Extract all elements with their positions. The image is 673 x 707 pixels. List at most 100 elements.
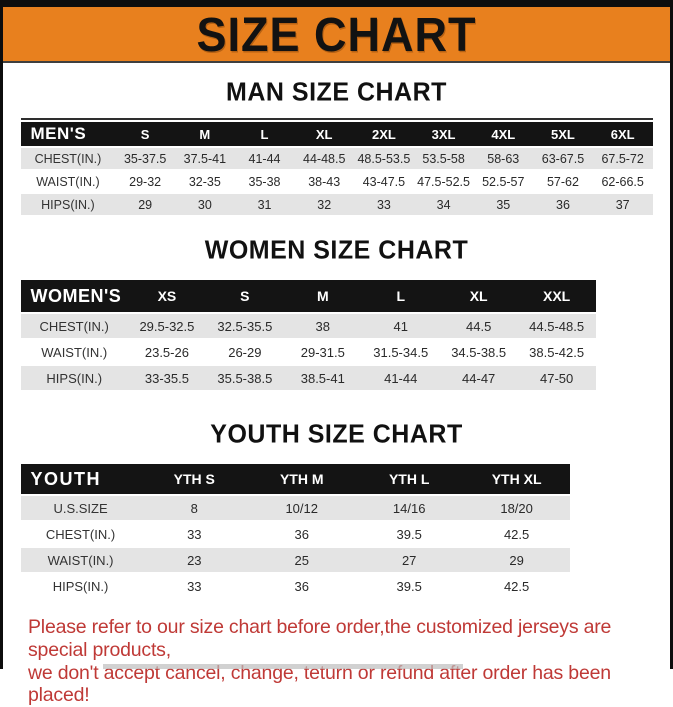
youth-section-heading: YOUTH SIZE CHART [210, 419, 463, 449]
table-cell: 47-50 [517, 366, 596, 390]
table-cell: 44.5 [439, 314, 518, 338]
column-header: 3XL [413, 122, 474, 146]
table-row: CHEST(IN.) 35-37.5 37.5-41 41-44 44-48.5 48.5… [20, 148, 653, 169]
column-header: 5XL [533, 122, 593, 146]
table-header-row: YOUTH YTH S YTH M YTH L YTH XL [20, 464, 653, 494]
table-cell: 18/20 [462, 496, 571, 520]
column-header: YTH XL [462, 464, 571, 494]
table-row: WAIST(IN.) 29-32 32-35 35-38 38-43 43-47.5 47.… [20, 171, 653, 192]
column-header: 2XL [354, 122, 414, 146]
column-header: XXL [517, 280, 596, 312]
table-cell: 31.5-34.5 [361, 340, 440, 364]
header-spacer-cell [596, 280, 653, 312]
table-row: HIPS(IN.) 33 36 39.5 42.5 [20, 574, 653, 598]
table-cell: 37.5-41 [174, 148, 235, 169]
table-cell: 42.5 [462, 574, 571, 598]
table-cell: 29.5-32.5 [127, 314, 206, 338]
row-label: CHEST(IN.) [20, 148, 116, 169]
table-header-label: WOMEN'S [20, 280, 128, 312]
table-cell: 62-66.5 [592, 171, 653, 192]
column-header: S [115, 122, 175, 146]
table-row: CHEST(IN.) 29.5-32.5 32.5-35.5 38 41 44.5 44.5… [20, 314, 653, 338]
table-cell: 33-35.5 [127, 366, 206, 390]
table-cell: 30 [174, 194, 235, 215]
column-header: YTH S [140, 464, 249, 494]
table-cell: 52.5-57 [473, 171, 534, 192]
table-cell: 32-35 [174, 171, 235, 192]
row-label: HIPS(IN.) [20, 194, 116, 215]
row-label: CHEST(IN.) [20, 314, 128, 338]
table-cell: 36 [248, 574, 356, 598]
column-header: XL [439, 280, 518, 312]
column-header: 6XL [592, 122, 653, 146]
table-cell: 31 [234, 194, 295, 215]
column-header: M [174, 122, 235, 146]
table-cell: 34.5-38.5 [439, 340, 518, 364]
table-cell: 41-44 [234, 148, 295, 169]
row-spacer-cell [570, 522, 652, 546]
column-header: M [283, 280, 362, 312]
table-cell: 23 [140, 548, 249, 572]
table-row: WAIST(IN.) 23.5-26 26-29 29-31.5 31.5-34.5 34… [20, 340, 653, 364]
table-cell: 29 [115, 194, 175, 215]
table-row: CHEST(IN.) 33 36 39.5 42.5 [20, 522, 653, 546]
row-spacer-cell [596, 340, 653, 364]
table-cell: 38.5-42.5 [517, 340, 596, 364]
table-cell: 39.5 [355, 522, 463, 546]
table-cell: 44.5-48.5 [517, 314, 596, 338]
table-header-label: MEN'S [20, 122, 116, 146]
top-border-strip [3, 0, 670, 7]
column-header: L [361, 280, 440, 312]
table-cell: 36 [248, 522, 356, 546]
table-cell: 29-31.5 [283, 340, 362, 364]
table-cell: 48.5-53.5 [354, 148, 414, 169]
table-cell: 33 [354, 194, 414, 215]
row-spacer-cell [570, 496, 652, 520]
section-women: WOMEN SIZE CHART WOMEN'S XS S M L XL XXL CHEST(… [3, 235, 670, 392]
section-men: MAN SIZE CHART MEN'S S M L XL 2XL 3XL 4XL 5XL 6XL… [3, 77, 670, 217]
table-cell: 35 [473, 194, 534, 215]
table-cell: 29-32 [115, 171, 175, 192]
table-cell: 25 [248, 548, 356, 572]
table-cell: 41 [361, 314, 440, 338]
table-cell: 57-62 [533, 171, 593, 192]
row-label: WAIST(IN.) [20, 548, 141, 572]
table-header-row: MEN'S S M L XL 2XL 3XL 4XL 5XL 6XL [20, 122, 653, 146]
table-cell: 44-47 [439, 366, 518, 390]
table-cell: 35-38 [234, 171, 295, 192]
table-cell: 29 [462, 548, 571, 572]
table-cell: 42.5 [462, 522, 571, 546]
table-cell: 67.5-72 [592, 148, 653, 169]
table-cell: 44-48.5 [294, 148, 355, 169]
table-cell: 14/16 [355, 496, 463, 520]
men-size-table: MEN'S S M L XL 2XL 3XL 4XL 5XL 6XL CHEST(IN.) 35-37… [20, 118, 653, 217]
disclaimer-line-1: Please refer to our size chart before or… [28, 616, 612, 661]
table-cell: 47.5-52.5 [413, 171, 474, 192]
content: MAN SIZE CHART MEN'S S M L XL 2XL 3XL 4XL 5XL 6XL… [3, 77, 670, 707]
table-cell: 38 [283, 314, 362, 338]
row-label: CHEST(IN.) [20, 522, 141, 546]
table-header-label: YOUTH [20, 464, 141, 494]
column-header: YTH M [248, 464, 356, 494]
table-cell: 53.5-58 [413, 148, 474, 169]
women-size-table: WOMEN'S XS S M L XL XXL CHEST(IN.) 29.5-32.5 32.5… [20, 278, 653, 392]
table-cell: 41-44 [361, 366, 440, 390]
column-header: XL [294, 122, 355, 146]
table-cell: 35-37.5 [115, 148, 175, 169]
table-cell: 23.5-26 [127, 340, 206, 364]
row-label: U.S.SIZE [20, 496, 141, 520]
table-cell: 38-43 [294, 171, 355, 192]
column-header: S [205, 280, 284, 312]
table-row: HIPS(IN.) 33-35.5 35.5-38.5 38.5-41 41-44 44-… [20, 366, 653, 390]
table-row: WAIST(IN.) 23 25 27 29 [20, 548, 653, 572]
table-cell: 63-67.5 [533, 148, 593, 169]
row-label: WAIST(IN.) [20, 340, 128, 364]
table-cell: 39.5 [355, 574, 463, 598]
table-header-row: WOMEN'S XS S M L XL XXL [20, 280, 653, 312]
row-label: WAIST(IN.) [20, 171, 116, 192]
table-cell: 32.5-35.5 [205, 314, 284, 338]
women-section-heading: WOMEN SIZE CHART [204, 235, 469, 265]
page-title: SIZE CHART [196, 6, 477, 62]
table-cell: 33 [140, 522, 249, 546]
